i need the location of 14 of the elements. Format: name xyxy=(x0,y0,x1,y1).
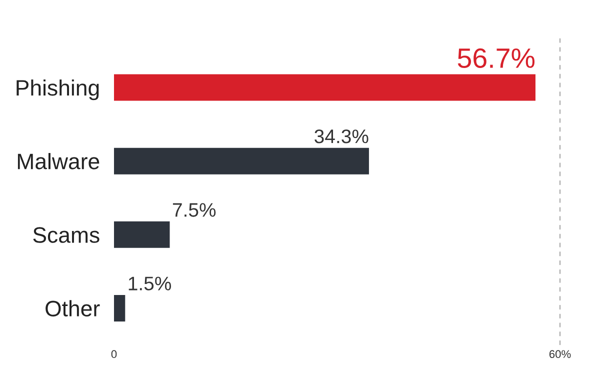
data-label: 56.7% xyxy=(458,48,534,68)
data-label: 7.5% xyxy=(172,203,216,217)
y-tick-label: Phishing xyxy=(16,79,99,100)
y-tick-label: Other xyxy=(46,300,100,316)
data-label: 34.3% xyxy=(314,129,368,144)
y-tick-label: Scams xyxy=(33,227,100,243)
bar xyxy=(114,221,170,248)
x-tick-label: 60% xyxy=(549,350,571,358)
x-tick-label: 0 xyxy=(111,350,117,358)
bar xyxy=(114,294,126,322)
y-tick-label: Malware xyxy=(18,153,100,170)
bar xyxy=(114,148,369,174)
data-label: 1.5% xyxy=(128,276,172,290)
bar xyxy=(114,74,536,101)
